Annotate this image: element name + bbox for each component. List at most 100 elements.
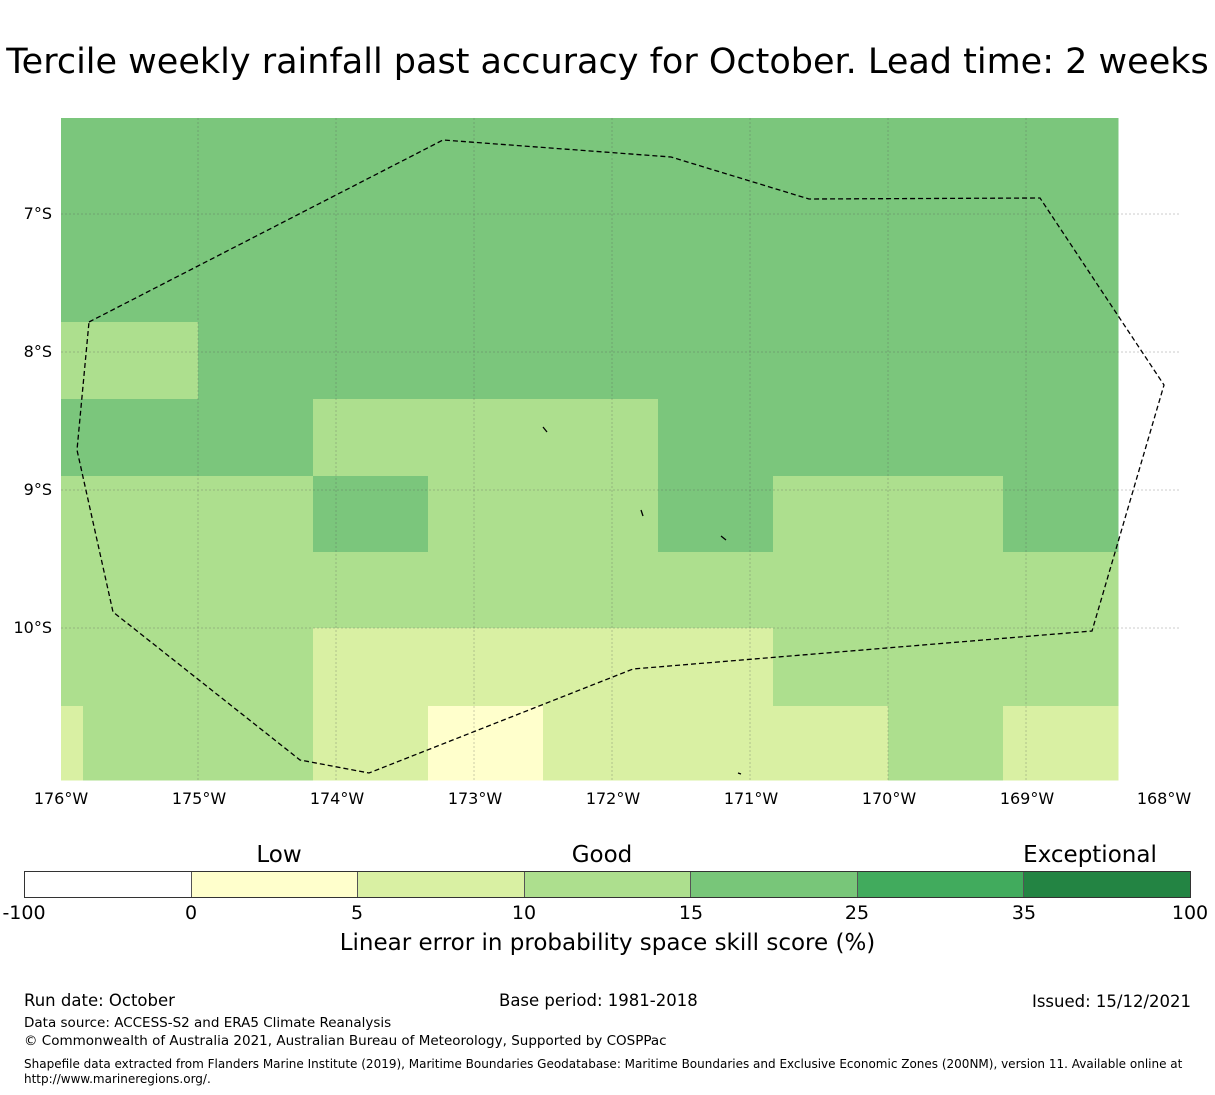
grid-cell [83, 322, 199, 400]
grid-cell [658, 399, 774, 477]
grid-cell [658, 628, 774, 707]
grid-cell [888, 706, 1004, 781]
lon-label: 168°W [1136, 789, 1192, 808]
grid-cell [773, 706, 889, 781]
grid-cell [61, 322, 84, 400]
grid-cell [61, 706, 84, 781]
grid-cell [888, 628, 1004, 707]
grid-cell [198, 118, 314, 169]
grid-cell [428, 552, 544, 629]
grid-cell [428, 706, 544, 781]
grid-cell [83, 399, 199, 477]
grid-cell [198, 476, 314, 553]
grid-cell [1003, 322, 1119, 400]
grid-cell [543, 552, 659, 629]
grid-cell [888, 476, 1004, 553]
skill-grid [61, 118, 1119, 781]
grid-cell [658, 245, 774, 323]
colorbar-label: Linear error in probability space skill … [339, 930, 876, 956]
grid-cell [543, 118, 659, 169]
grid-cell [313, 118, 429, 169]
colorbar-tick: 35 [1011, 902, 1037, 924]
grid-cell [313, 552, 429, 629]
grid-cell [83, 168, 199, 246]
colorbar-tick: 25 [844, 902, 870, 924]
grid-cell [543, 476, 659, 553]
grid-cell [428, 168, 544, 246]
legend-category-good: Good [571, 842, 633, 868]
lon-label: 175°W [171, 789, 227, 808]
map-title: Tercile weekly rainfall past accuracy fo… [6, 42, 1209, 82]
grid-cell [313, 245, 429, 323]
grid-cell [1003, 706, 1119, 781]
island-marker [542, 426, 548, 433]
grid-cell [428, 322, 544, 400]
colorbar-tick: 5 [350, 902, 364, 924]
grid-cell [428, 245, 544, 323]
grid-cell [198, 706, 314, 781]
lon-label: 173°W [447, 789, 503, 808]
island-marker [737, 772, 742, 775]
shapefile-credit: Shapefile data extracted from Flanders M… [24, 1057, 1183, 1086]
grid-cell [658, 706, 774, 781]
grid-cell [658, 168, 774, 246]
grid-cell [773, 118, 889, 169]
run-date: Run date: October [24, 991, 175, 1010]
colorbar-segment [691, 872, 858, 897]
legend-category-exceptional: Exceptional [1023, 842, 1157, 868]
island-marker [640, 509, 644, 517]
base-period: Base period: 1981-2018 [499, 991, 698, 1010]
colorbar-segment [191, 872, 359, 897]
skill-score-map [61, 118, 1179, 781]
grid-cell [543, 322, 659, 400]
grid-cell [1003, 399, 1119, 477]
grid-cell [428, 399, 544, 477]
grid-cell [888, 322, 1004, 400]
grid-cell [543, 706, 659, 781]
grid-cell [888, 168, 1004, 246]
grid-cell [888, 245, 1004, 323]
lon-label: 170°W [861, 789, 917, 808]
grid-cell [61, 552, 84, 629]
eez-boundary [76, 139, 1165, 774]
grid-cell [658, 552, 774, 629]
grid-cell [773, 168, 889, 246]
colorbar-tick: 15 [678, 902, 704, 924]
grid-cell [428, 476, 544, 553]
colorbar-segment [1024, 872, 1191, 897]
lon-label: 169°W [999, 789, 1055, 808]
grid-cell [313, 322, 429, 400]
island-marker [720, 535, 727, 541]
grid-cell [1003, 245, 1119, 323]
grid-cell [543, 245, 659, 323]
copyright: © Commonwealth of Australia 2021, Austra… [24, 1033, 667, 1049]
grid-cell [1003, 168, 1119, 246]
grid-cell [1003, 118, 1119, 169]
grid-cell [658, 118, 774, 169]
grid-cell [198, 399, 314, 477]
lat-label: 10°S [13, 618, 52, 637]
colorbar-segment [25, 872, 192, 897]
grid-cell [198, 168, 314, 246]
grid-cell [658, 322, 774, 400]
lon-label: 172°W [585, 789, 641, 808]
grid-cell [313, 706, 429, 781]
grid-cell [83, 552, 199, 629]
grid-cell [543, 628, 659, 707]
grid-cell [313, 628, 429, 707]
grid-cell [198, 628, 314, 707]
grid-cell [543, 399, 659, 477]
grid-cell [83, 476, 199, 553]
grid-cell [83, 118, 199, 169]
grid-cell [543, 168, 659, 246]
grid-cell [313, 476, 429, 553]
grid-cell [61, 476, 84, 553]
grid-cell [773, 552, 889, 629]
grid-cell [888, 399, 1004, 477]
issued-date: Issued: 15/12/2021 [1031, 992, 1191, 1011]
grid-cell [198, 322, 314, 400]
colorbar-segment [524, 872, 692, 897]
grid-cell [313, 399, 429, 477]
grid-cell [773, 245, 889, 323]
grid-cell [61, 245, 84, 323]
